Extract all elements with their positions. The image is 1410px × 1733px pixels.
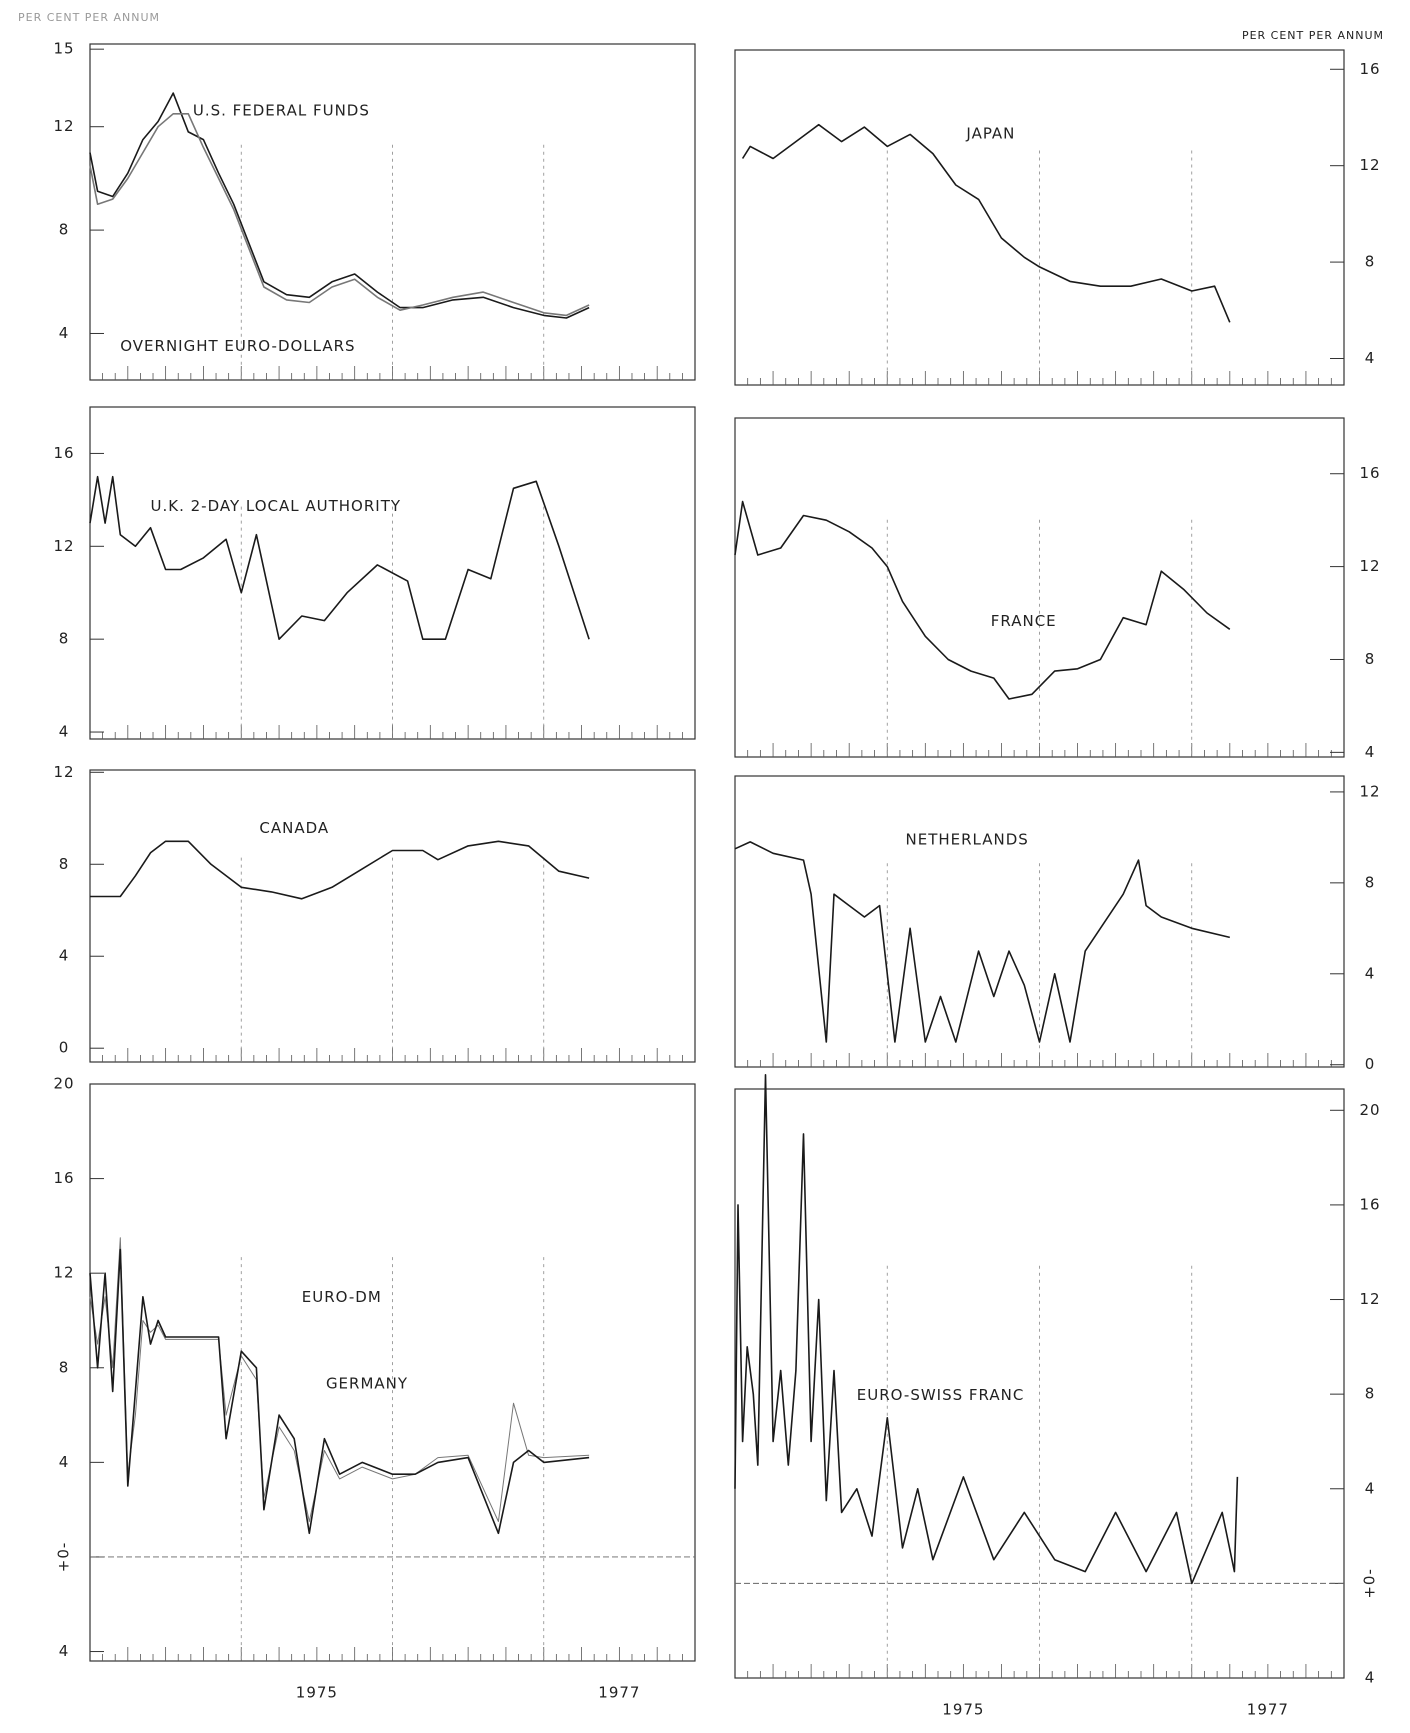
- series-line: [89, 475, 590, 640]
- series-line: [734, 1074, 1239, 1585]
- y-tick-label: 12: [1359, 782, 1380, 800]
- y-tick-label: 4: [1365, 1479, 1376, 1497]
- y-tick-label: 8: [1365, 1385, 1376, 1403]
- panel: 4 8 12 16 U.K. 2-DAY LOCAL AUTHORITY: [53, 406, 696, 741]
- panel-frame: [734, 417, 1345, 758]
- series-line: [89, 113, 590, 317]
- series-line: [734, 841, 1230, 1043]
- y-tick-label: 4: [59, 1642, 70, 1660]
- y-tick-label: 20: [1359, 1101, 1380, 1119]
- x-tick-label: 1975: [942, 1701, 984, 1719]
- y-tick-label: 12: [53, 537, 74, 555]
- y-tick-label: 20: [53, 1075, 74, 1093]
- y-tick-label: 8: [1365, 253, 1376, 271]
- panel: 4 8 12 16 PER CENT PER ANNUM JAPAN: [734, 29, 1384, 386]
- series-label: NETHERLANDS: [906, 831, 1029, 849]
- y-tick-label: 16: [1359, 464, 1380, 482]
- x-tick-label: 1977: [1247, 1701, 1289, 1719]
- y-tick-label: 12: [1359, 557, 1380, 575]
- y-tick-label: 4: [1365, 1669, 1376, 1687]
- y-tick-label: 4: [59, 947, 70, 965]
- series-label: U.S. FEDERAL FUNDS: [193, 102, 370, 120]
- y-tick-label: 8: [59, 630, 70, 648]
- panel: 4 8 12 15 PER CENT PER ANNUM U.S. FEDERAL FUN…: [18, 11, 696, 381]
- series-label: FRANCE: [991, 612, 1057, 630]
- series-label: JAPAN: [965, 124, 1015, 142]
- y-tick-label: 8: [1365, 650, 1376, 668]
- series-label: EURO-SWISS FRANC: [857, 1386, 1025, 1404]
- panel: 1975 1977 4 +0- 4 8 12 16 20 EURO-DM GERMANY: [53, 1075, 696, 1702]
- y-tick-label: 4: [1365, 964, 1376, 982]
- y-tick-label: 16: [53, 1169, 74, 1187]
- y-tick-label: 8: [59, 1358, 70, 1376]
- y-tick-label: 0: [1365, 1055, 1376, 1073]
- y-tick-label: 8: [1365, 873, 1376, 891]
- y-tick-label: 4: [1365, 743, 1376, 761]
- series-label: GERMANY: [326, 1375, 408, 1393]
- series-label: U.K. 2-DAY LOCAL AUTHORITY: [151, 497, 402, 515]
- panel: 0 4 8 12 CANADA: [53, 763, 696, 1063]
- x-tick-label: 1977: [598, 1684, 640, 1702]
- y-tick-label: 16: [1359, 60, 1380, 78]
- y-tick-label: 16: [53, 444, 74, 462]
- y-tick-label: 0: [59, 1039, 70, 1057]
- y-tick-label: 16: [1359, 1195, 1380, 1213]
- panel: 0 4 8 12 NETHERLANDS: [734, 775, 1380, 1073]
- y-tick-label: +0-: [55, 1542, 73, 1573]
- y-tick-label: 8: [59, 855, 70, 873]
- series-label: OVERNIGHT EURO-DOLLARS: [120, 337, 355, 355]
- series-label: EURO-DM: [302, 1288, 382, 1306]
- y-tick-label: 12: [53, 763, 74, 781]
- y-tick-label: 4: [59, 1453, 70, 1471]
- y-tick-label: 12: [1359, 1290, 1380, 1308]
- series-line: [89, 1248, 590, 1535]
- series-line: [734, 500, 1231, 700]
- y-tick-label: 8: [59, 221, 70, 239]
- y-axis-label: PER CENT PER ANNUM: [1242, 29, 1384, 42]
- y-tick-label: 4: [59, 723, 70, 741]
- y-tick-label: 12: [53, 117, 74, 135]
- x-tick-label: 1975: [296, 1684, 338, 1702]
- y-tick-label: +0-: [1361, 1568, 1379, 1599]
- panel: 1975 1977 4 +0- 4 8 12 16 20 EURO-SWISS FRANC: [734, 1074, 1380, 1719]
- y-tick-label: 4: [59, 324, 70, 342]
- y-axis-label: PER CENT PER ANNUM: [18, 11, 160, 24]
- y-tick-label: 12: [53, 1264, 74, 1282]
- y-tick-label: 4: [1365, 349, 1376, 367]
- series-line: [90, 840, 590, 900]
- y-tick-label: 12: [1359, 156, 1380, 174]
- panel: 4 8 12 16 FRANCE: [734, 417, 1380, 761]
- series-label: CANADA: [259, 819, 329, 837]
- series-line: [89, 92, 590, 319]
- series-line: [741, 123, 1231, 323]
- y-tick-label: 15: [53, 40, 74, 58]
